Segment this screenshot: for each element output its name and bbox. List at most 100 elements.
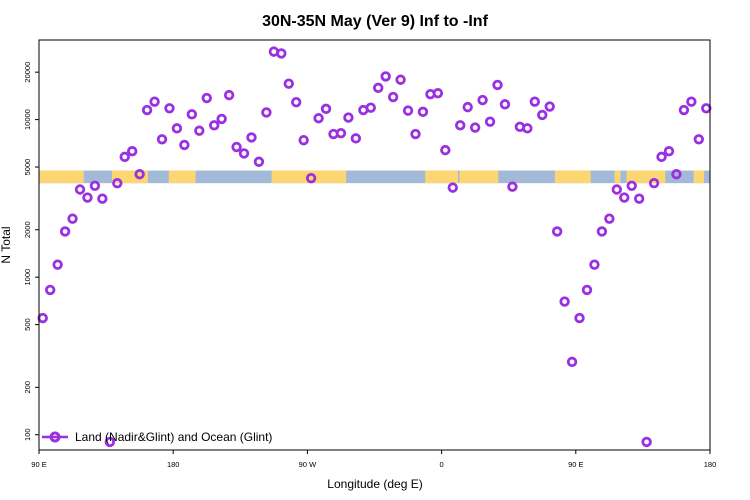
data-point	[581, 284, 593, 296]
data-point	[291, 96, 302, 108]
data-point	[455, 120, 466, 131]
data-point	[387, 91, 399, 103]
x-tick-label: 180	[704, 460, 717, 469]
data-point	[119, 151, 130, 163]
data-point	[507, 181, 518, 192]
data-point	[671, 169, 682, 180]
data-point	[37, 312, 48, 324]
data-point	[477, 94, 488, 106]
data-point	[149, 96, 160, 107]
ocean-strip	[39, 170, 710, 184]
land-segment	[614, 170, 621, 184]
data-point	[633, 193, 645, 204]
data-point	[648, 177, 660, 189]
land-segment	[459, 170, 499, 184]
y-tick-label: 500	[23, 318, 32, 331]
x-tick-label: 90 W	[299, 460, 317, 469]
data-point	[320, 103, 332, 115]
data-point	[663, 146, 675, 157]
data-point	[164, 103, 175, 114]
data-point	[231, 141, 242, 153]
data-point	[484, 116, 496, 127]
data-point	[611, 184, 623, 195]
data-point	[350, 133, 362, 144]
y-tick-label: 100	[23, 428, 32, 441]
data-point	[686, 96, 697, 107]
data-point	[223, 89, 235, 101]
data-point	[298, 135, 309, 146]
data-point	[417, 106, 429, 118]
data-point	[67, 213, 78, 224]
x-axis-title: Longitude (deg E)	[327, 477, 422, 491]
data-point	[566, 356, 578, 368]
y-tick-label: 10000	[23, 109, 32, 130]
data-point	[283, 78, 294, 89]
data-point	[574, 312, 585, 324]
y-axis-title: N Total	[0, 226, 13, 263]
data-point	[276, 48, 287, 59]
land-segment	[39, 170, 84, 184]
legend-marker	[49, 431, 61, 443]
data-point	[253, 156, 265, 167]
y-tick-label: 20000	[23, 62, 32, 83]
data-point	[104, 436, 116, 448]
data-point	[52, 259, 63, 270]
data-point	[305, 172, 317, 184]
y-axis: 100 200 500 1000 2000 5000 10000 20000	[23, 62, 39, 441]
data-point	[537, 109, 548, 121]
data-point	[261, 107, 272, 118]
data-point	[559, 296, 570, 307]
data-point	[335, 127, 347, 139]
data-point	[544, 101, 555, 112]
data-point	[551, 226, 563, 237]
data-point	[469, 122, 481, 133]
y-tick-label: 2000	[23, 221, 32, 238]
land-segment	[168, 170, 196, 184]
data-point	[492, 79, 503, 91]
data-point	[656, 151, 667, 163]
data-point	[156, 134, 168, 145]
data-point	[134, 169, 145, 180]
data-point	[343, 112, 354, 123]
data-point	[74, 184, 86, 195]
x-tick-label: 0	[440, 460, 444, 469]
data-point	[402, 105, 414, 116]
legend-label: Land (Nadir&Glint) and Ocean (Glint)	[75, 430, 272, 444]
data-point	[432, 88, 444, 99]
data-point	[171, 123, 183, 134]
data-point	[380, 71, 391, 82]
data-point	[97, 193, 108, 204]
x-tick-label: 90 E	[568, 460, 583, 469]
data-point	[179, 139, 190, 151]
data-point	[112, 177, 123, 189]
data-point	[216, 113, 227, 125]
data-point	[596, 226, 608, 237]
data-point	[246, 132, 257, 143]
data-point	[89, 180, 101, 192]
data-point	[141, 104, 153, 116]
data-point	[395, 74, 406, 85]
data-point	[238, 148, 250, 159]
data-point	[44, 284, 56, 296]
land-segment	[693, 170, 705, 184]
data-point	[447, 182, 458, 193]
data-point	[693, 134, 705, 145]
data-point	[410, 128, 421, 140]
x-axis: 90 E 180 90 W 0 90 E 180	[31, 450, 716, 469]
land-segment	[425, 170, 459, 184]
data-point	[619, 192, 630, 203]
data-point	[604, 213, 615, 224]
data-point	[373, 82, 384, 94]
data-point	[641, 436, 652, 448]
y-tick-label: 5000	[23, 159, 32, 176]
data-point	[522, 123, 533, 134]
data-point	[201, 92, 212, 104]
data-point	[462, 101, 473, 113]
y-tick-label: 1000	[23, 269, 32, 286]
x-tick-label: 180	[167, 460, 180, 469]
data-point	[313, 113, 324, 124]
plot-frame	[38, 39, 711, 451]
data-point	[678, 104, 690, 116]
data-point	[209, 120, 220, 131]
